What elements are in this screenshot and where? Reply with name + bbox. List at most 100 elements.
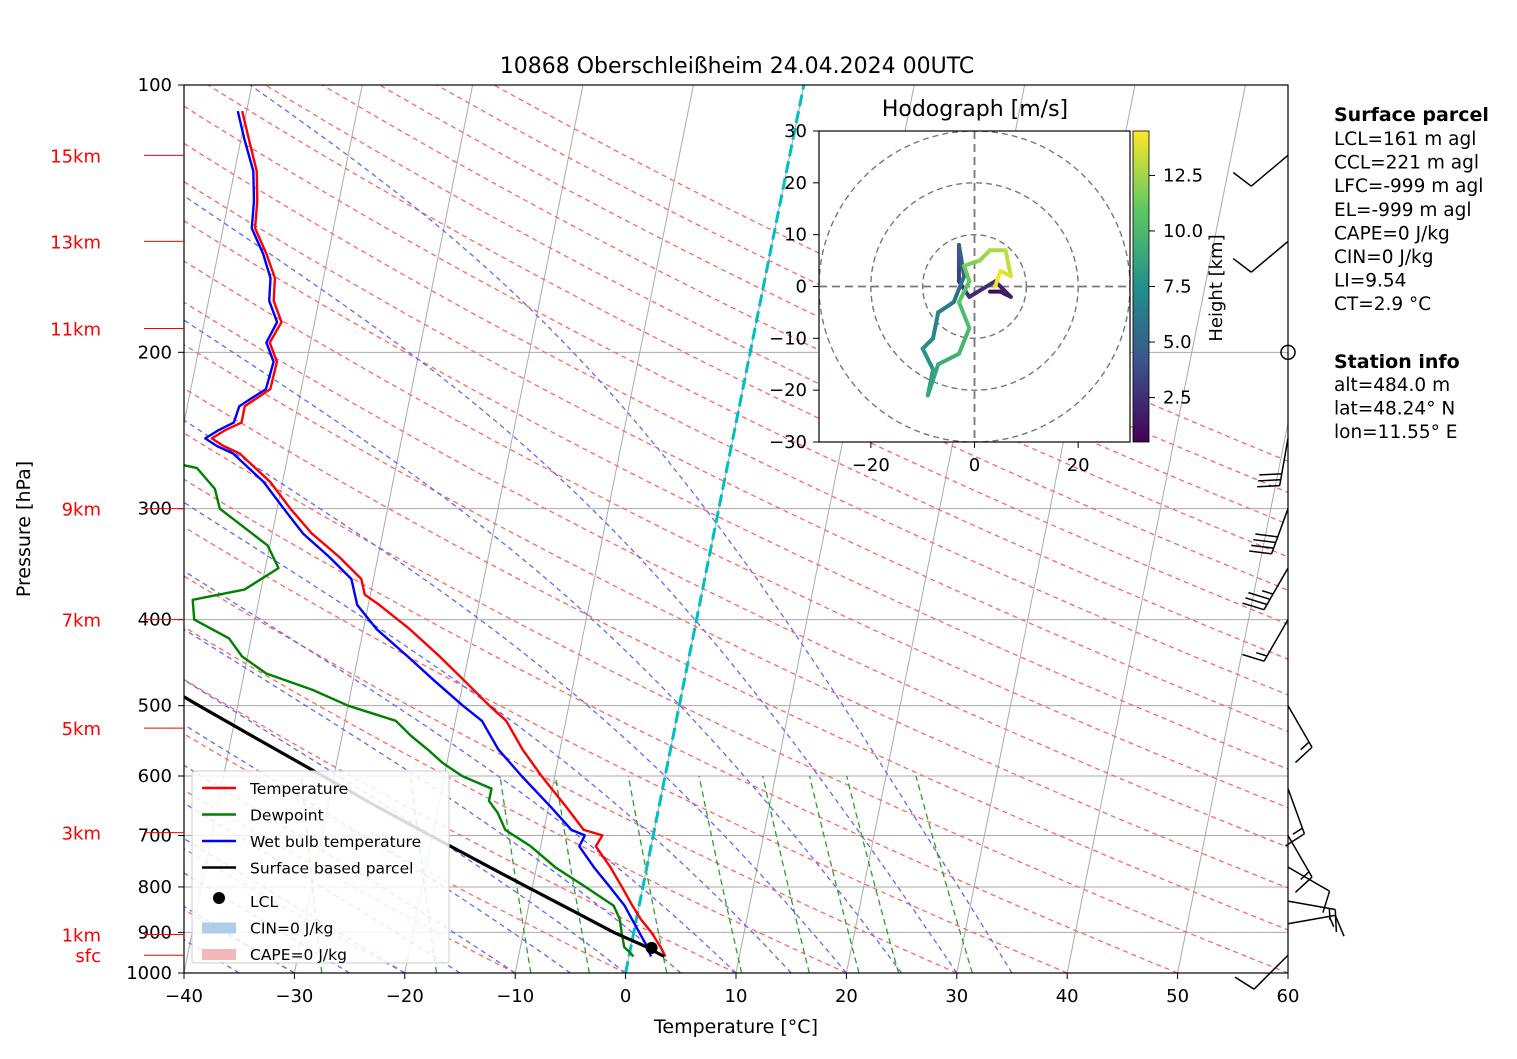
hodograph-segment <box>956 279 972 305</box>
legend-label: Dewpoint <box>250 807 324 825</box>
hodograph-segment <box>920 336 936 351</box>
hodograph-ring <box>870 182 1079 391</box>
moist-adiabat <box>184 570 737 973</box>
dry-adiabat <box>184 142 1288 696</box>
legend: Temperature Dewpoint Wet bulb temperature S… <box>191 770 450 964</box>
zero-isotherm <box>624 85 806 973</box>
barb-feather <box>1258 478 1281 482</box>
surface-parcel-line: CCL=221 m agl <box>1334 153 1479 174</box>
hodograph-segment <box>951 274 967 305</box>
barb-feather <box>1255 533 1278 538</box>
surface-parcel-line: LFC=-999 m agl <box>1334 176 1483 197</box>
colorbar <box>1132 130 1150 443</box>
barb-staff <box>1253 954 1289 990</box>
surface-parcel-heading: Surface parcel <box>1334 104 1489 126</box>
station-info-heading: Station info <box>1334 351 1460 373</box>
barb-feather <box>1257 484 1280 488</box>
dry-adiabat <box>184 301 1288 848</box>
legend-box <box>191 770 450 964</box>
surface-parcel-line: LCL=161 m agl <box>1334 129 1476 150</box>
moist-adiabat <box>184 195 958 973</box>
mixing-ratio-lines <box>300 775 973 973</box>
colorbar-tick-label: 7.5 <box>1163 277 1192 298</box>
lcl-marker <box>645 941 658 954</box>
hodograph-segment <box>925 362 941 398</box>
dry-adiabat <box>184 220 1288 770</box>
hodograph: Hodograph [m/s] −20 0 20 30 20 10 0 −10 −20 −30 2… <box>769 97 1227 476</box>
barb-staff <box>1287 900 1336 911</box>
barb-feather <box>1334 909 1338 933</box>
surface-parcel-line: LI=9.54 <box>1334 271 1406 292</box>
mixing-ratio-line <box>698 775 743 973</box>
y-tick-label: 600 <box>138 766 172 787</box>
x-tick-label: 40 <box>1056 986 1079 1007</box>
hodograph-ticks: −20 0 20 30 20 10 0 −10 −20 −30 <box>769 121 1090 476</box>
barb-half-feather <box>1300 871 1310 881</box>
barb-staff <box>1270 508 1289 555</box>
dry-adiabat <box>184 432 1288 973</box>
x-tick-label: −30 <box>275 986 313 1007</box>
hodograph-segment <box>956 243 967 279</box>
info-panel: Surface parcel LCL=161 m agl CCL=221 m ag… <box>1334 104 1489 443</box>
hodograph-rings <box>819 131 1130 442</box>
barb-staff <box>1278 438 1289 486</box>
y-tick-label: 500 <box>138 696 172 717</box>
hodograph-y-label: −20 <box>769 380 807 401</box>
x-tick-label: 60 <box>1277 986 1300 1007</box>
colorbar-ticks: 2.5 5.0 7.5 10.0 12.5 <box>1149 165 1203 409</box>
barb-staff <box>1250 240 1289 273</box>
barb-half-feather <box>1262 590 1274 595</box>
hodograph-segment <box>1003 248 1013 279</box>
moist-adiabats <box>184 85 1013 973</box>
colorbar-tick-label: 5.0 <box>1163 332 1192 353</box>
surface-parcel-line: CT=2.9 °C <box>1334 294 1431 315</box>
station-info-line: lat=48.24° N <box>1334 399 1455 420</box>
mixing-ratio-line <box>808 775 860 973</box>
barb-feather <box>1285 833 1305 847</box>
wind-barbs <box>1232 154 1345 990</box>
isotherm-line <box>514 85 694 973</box>
legend-label: Surface based parcel <box>250 860 413 878</box>
barb-feather <box>1251 544 1274 549</box>
dewpoint-line <box>184 464 635 958</box>
station-info-line: lon=11.55° E <box>1334 422 1457 443</box>
hodograph-y-label: 30 <box>784 121 807 142</box>
barb-staff <box>1263 567 1289 611</box>
hodograph-x-label: 0 <box>969 455 980 476</box>
dry-adiabat <box>184 260 1288 809</box>
dry-adiabat <box>184 105 1288 660</box>
barb-staff <box>1287 914 1336 925</box>
barb-half-feather <box>1292 827 1303 835</box>
wetbulb-line <box>204 110 653 957</box>
hodograph-segment <box>920 346 936 372</box>
legend-swatch-dot <box>213 892 225 904</box>
calm-wind-circle <box>1280 344 1296 361</box>
chart-title: 10868 Oberschleißheim 24.04.2024 00UTC <box>500 54 975 79</box>
hodograph-y-label: 20 <box>784 173 807 194</box>
x-tick-label: 50 <box>1166 986 1189 1007</box>
barb-half-feather <box>1300 741 1310 751</box>
moist-adiabat <box>184 723 571 973</box>
surface-parcel-line: EL=-999 m agl <box>1334 200 1472 221</box>
temperature-line <box>210 110 667 958</box>
height-label: 15km <box>50 146 101 167</box>
colorbar-tick-label: 2.5 <box>1163 388 1192 409</box>
colorbar-tick-label: 10.0 <box>1163 221 1203 242</box>
dry-adiabat <box>184 526 1068 973</box>
hodograph-segment <box>962 258 982 268</box>
x-tick-label: −20 <box>386 986 424 1007</box>
dry-adiabat <box>184 733 626 973</box>
barb-feather <box>1294 746 1313 764</box>
y-tick-label: 900 <box>138 922 172 943</box>
height-label: 5km <box>62 719 101 740</box>
hodograph-segment <box>956 300 972 330</box>
moist-adiabat <box>184 419 847 973</box>
hodograph-segment <box>977 248 993 263</box>
moist-adiabat <box>184 905 295 973</box>
sounding-profiles <box>184 110 667 958</box>
barb-feather <box>1245 597 1268 606</box>
